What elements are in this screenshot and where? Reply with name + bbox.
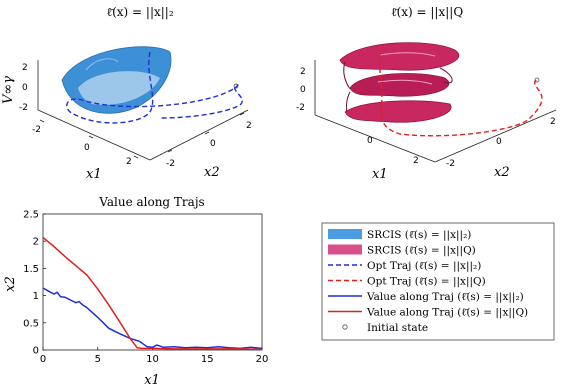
panel2-srcis-surface <box>339 42 460 123</box>
panel1-xtick-2: 2 <box>126 157 132 167</box>
panel3-ylabel: x2 <box>3 276 18 292</box>
panel1-title: ℓ̄(x) = ||x||₂ <box>106 5 174 19</box>
panel2-opt-traj <box>378 51 543 137</box>
panel3-axes-box <box>42 213 263 351</box>
panel1-y-axis <box>149 109 249 161</box>
panel3-xtick-label: 20 <box>256 354 269 365</box>
panel3-xtick-label: 0 <box>40 354 46 365</box>
legend-item-label: Value along Traj (ℓ̄(s) = ||x||Q) <box>366 307 528 320</box>
panel1-xtick-0: 0 <box>84 143 90 153</box>
panel1-ytick-m2: -2 <box>166 159 175 169</box>
legend-item-label: Initial state <box>367 322 428 334</box>
panel1-ztick-2: 2 <box>22 63 28 73</box>
panel3-ytick-label: 1 <box>33 291 39 302</box>
legend-swatch <box>328 244 362 255</box>
panel3-ticks: 0 5 10 15 20 0 0.5 1 1.5 2 2.5 <box>23 210 268 366</box>
panel-3d-q: ℓ̄(x) = ||x||Q 2 0 -2 0 2 -2 0 2 x1 x2 <box>296 5 557 182</box>
panel3-ytick-label: 1.5 <box>23 264 39 275</box>
panel1-ztick-m2: -2 <box>19 103 28 113</box>
panel3-xtick-label: 15 <box>201 354 214 365</box>
legend: SRCIS (ℓ̄(s) = ||x||₂) SRCIS (ℓ̄(s) = ||x… <box>321 222 555 341</box>
panel3-ytick-label: 2 <box>33 237 39 248</box>
panel3-series-line-0 <box>42 287 263 350</box>
legend-swatch <box>328 229 362 239</box>
panel3-title: Value along Trajs <box>98 195 204 209</box>
panel2-ztick-2: 2 <box>300 67 306 77</box>
panel3-ytick-label: 0.5 <box>23 318 39 329</box>
panel3-xlabel: x1 <box>144 373 160 388</box>
legend-item-label: Opt Traj (ℓ̄(s) = ||x||Q) <box>367 276 486 289</box>
panel1-xtick-m2: -2 <box>32 125 41 135</box>
panel3-xtick-label: 10 <box>146 354 159 365</box>
panel1-ylabel: x2 <box>204 165 220 180</box>
panel2-xtick-2: 2 <box>413 156 419 166</box>
panel1-xlabel: x1 <box>86 167 102 182</box>
panel1-ytick-2: 2 <box>246 121 252 131</box>
legend-item-label: Value along Traj (ℓ̄(s) = ||x||₂) <box>366 291 524 304</box>
panel3-ytick-label: 2.5 <box>23 210 39 221</box>
panel-3d-l2: ℓ̄(x) = ||x||₂ 2 0 -2 -2 0 2 -2 0 2 V∞γ … <box>1 5 252 182</box>
panel3-xtick-label: 5 <box>95 354 101 365</box>
legend-swatch <box>342 324 348 330</box>
panel1-surface-highlight <box>78 71 160 105</box>
panel1-ytick-0: 0 <box>210 139 216 149</box>
panel1-ztick-0: 0 <box>22 83 28 93</box>
panel2-title: ℓ̄(x) = ||x||Q <box>391 5 464 19</box>
panel2-ytick-0: 0 <box>496 137 502 147</box>
legend-item-label: SRCIS (ℓ̄(s) = ||x||₂) <box>367 229 471 242</box>
panel1-zlabel: V∞γ <box>1 76 16 104</box>
panel3-series <box>42 236 263 351</box>
panel2-xtick-0: 0 <box>367 136 373 146</box>
panel3-ytick-label: 0 <box>33 346 39 357</box>
panel2-ylabel: x2 <box>494 165 510 180</box>
legend-box <box>321 222 555 341</box>
panel2-ztick-0: 0 <box>300 85 306 95</box>
legend-item-label: SRCIS (ℓ̄(s) = ||x||Q) <box>367 245 476 258</box>
panel1-initial-state-marker <box>233 83 239 89</box>
panel2-ytick-m2: -2 <box>446 159 455 169</box>
legend-item-label: Opt Traj (ℓ̄(s) = ||x||₂) <box>367 260 481 273</box>
panel2-ztick-m2: -2 <box>296 103 305 113</box>
panel2-ytick-2: 2 <box>550 117 556 127</box>
panel-value-chart: Value along Trajs 0 5 10 15 20 0 0.5 1 1.5 2 2.5 x… <box>3 195 268 388</box>
panel1-opt-traj <box>66 51 243 124</box>
panel3-series-line-1 <box>42 236 263 351</box>
panel1-x-axis <box>37 109 151 161</box>
panel2-xlabel: x1 <box>372 167 388 182</box>
panel2-initial-state-marker <box>534 77 540 83</box>
